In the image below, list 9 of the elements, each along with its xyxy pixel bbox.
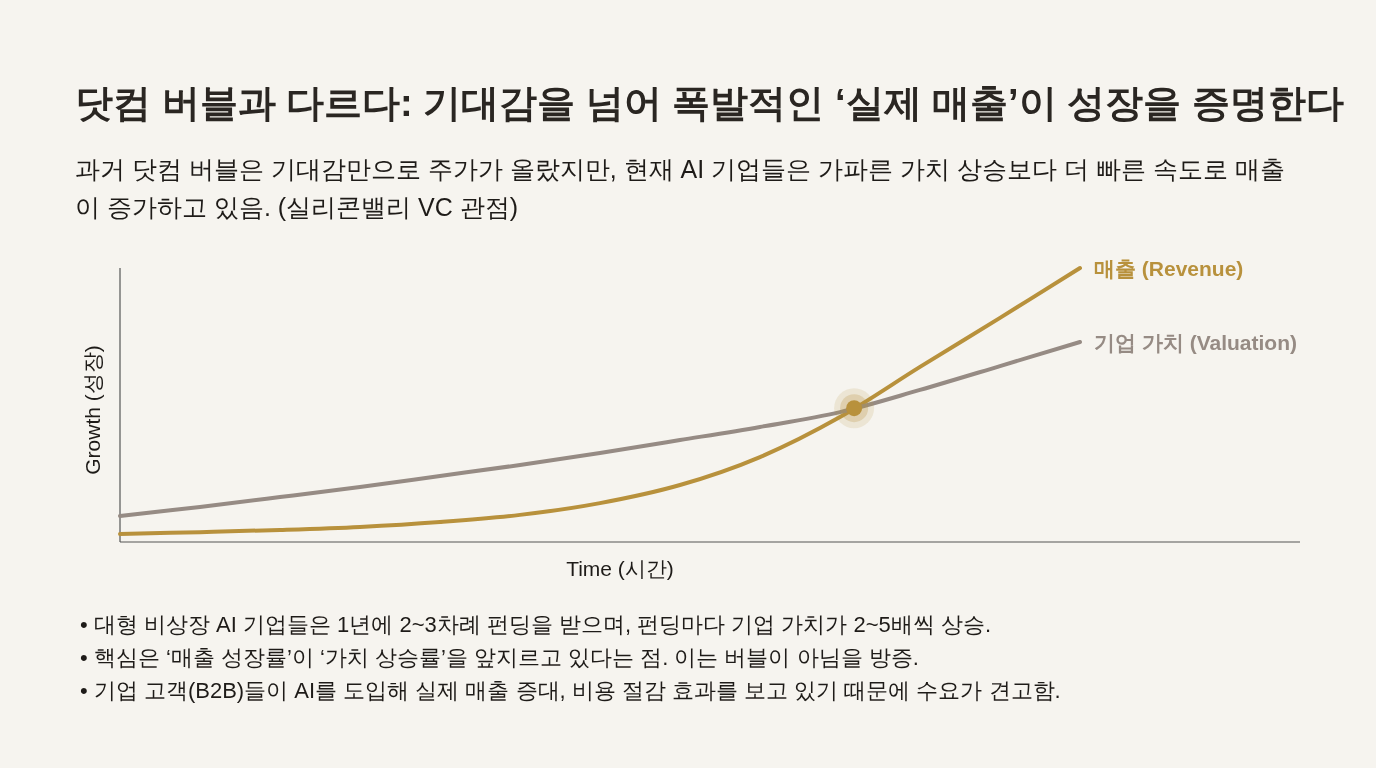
x-axis-title: Time (시간) xyxy=(566,557,674,580)
text: • 핵심은 ‘매출 성장률’이 ‘가치 상승률’을 앞지르고 있다는 점. 이는 버블이 아님을 방증. xyxy=(80,644,920,672)
title: 닷컴 버블과 다르다: 기대감을 넘어 폭발적인 ‘실제 매출’이 성장을 증명한다 xyxy=(75,81,1344,126)
y-axis-title: Growth (성장) xyxy=(81,345,104,475)
series-label: 기업 가치 (Valuation) xyxy=(1094,330,1298,354)
text: • 기업 고객(B2B)들이 AI를 도입해 실제 매출 증대, 비용 절감 효과를 보고 있기 때문에 수요가 견고함. xyxy=(80,677,1061,705)
series-label: 매출 (Revenue) xyxy=(1094,257,1244,280)
text: • 대형 비상장 AI 기업들은 1년에 2~3차례 펀딩을 받으며, 펀딩마다 기업 가치가 2~5배씩 상승. xyxy=(80,611,993,639)
subtitle: 과거 닷컴 버블은 기대감만으로 주가가 올랐지만, 현재 AI 기업들은 가파른 가치 상승보다 더 빠른 속도로 매출이 증가하고 있음. (실리콘밸리 VC 관점) xyxy=(75,154,1286,223)
